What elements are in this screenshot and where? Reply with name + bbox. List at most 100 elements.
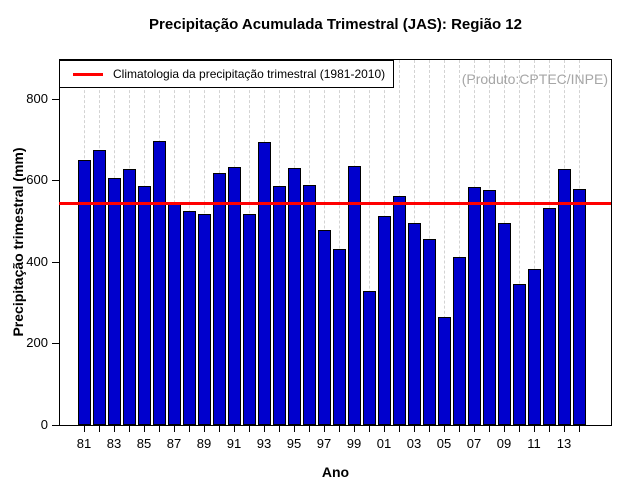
x-tick-02: [399, 426, 400, 432]
x-tick-99: [354, 426, 355, 432]
chart-title: Precipitação Acumulada Trimestral (JAS):…: [149, 16, 522, 33]
x-tick-label-97: 97: [316, 436, 332, 451]
bar-87: [168, 201, 181, 425]
y-tick-400: [52, 262, 59, 263]
bar-98: [333, 248, 346, 425]
bar-99: [348, 166, 361, 425]
bar-05: [438, 316, 451, 425]
bar-85: [138, 186, 151, 425]
x-tick-08: [489, 426, 490, 432]
x-tick-14: [579, 426, 580, 432]
y-tick-label-600: 600: [26, 172, 48, 187]
x-tick-98: [339, 426, 340, 432]
y-tick-label-800: 800: [26, 91, 48, 106]
legend: Climatologia da precipitação trimestral …: [59, 60, 394, 88]
x-tick-label-09: 09: [496, 436, 512, 451]
bar-93: [258, 141, 271, 425]
x-tick-90: [219, 426, 220, 432]
bar-95: [288, 168, 301, 425]
x-tick-91: [234, 426, 235, 432]
bar-08: [483, 190, 496, 425]
bar-81: [78, 160, 91, 425]
y-tick-600: [52, 180, 59, 181]
x-tick-label-11: 11: [527, 436, 541, 451]
bar-89: [198, 213, 211, 425]
x-tick-04: [429, 426, 430, 432]
bar-06: [453, 257, 466, 425]
x-axis-title: Ano: [321, 464, 350, 480]
x-tick-06: [459, 426, 460, 432]
legend-label: Climatologia da precipitação trimestral …: [113, 67, 386, 81]
x-tick-label-99: 99: [346, 436, 362, 451]
y-tick-0: [52, 425, 59, 426]
bar-91: [228, 167, 241, 425]
bar-09: [498, 222, 511, 425]
x-tick-13: [564, 426, 565, 432]
bar-88: [183, 210, 196, 425]
bar-04: [423, 239, 436, 425]
y-tick-label-0: 0: [40, 417, 48, 432]
bar-83: [108, 177, 121, 425]
x-tick-label-91: 91: [226, 436, 242, 451]
x-tick-03: [414, 426, 415, 432]
x-tick-05: [444, 426, 445, 432]
x-tick-86: [159, 426, 160, 432]
x-tick-label-87: 87: [166, 436, 182, 451]
gridline-05: [444, 60, 445, 424]
gridline-11: [534, 60, 535, 424]
product-annotation: (Produto:CPTEC/INPE): [461, 71, 608, 87]
x-tick-07: [474, 426, 475, 432]
x-tick-label-85: 85: [136, 436, 152, 451]
bar-90: [213, 173, 226, 425]
bar-94: [273, 186, 286, 425]
x-tick-label-81: 81: [76, 436, 92, 451]
bar-92: [243, 213, 256, 425]
gridline-06: [459, 60, 460, 424]
x-tick-label-07: 07: [466, 436, 482, 451]
climatology-line: [59, 202, 611, 205]
x-tick-label-01: 01: [376, 436, 392, 451]
y-tick-800: [52, 99, 59, 100]
x-tick-00: [369, 426, 370, 432]
bar-96: [303, 184, 316, 425]
x-tick-84: [129, 426, 130, 432]
y-tick-label-400: 400: [26, 254, 48, 269]
bar-82: [93, 149, 106, 425]
x-tick-01: [384, 426, 385, 432]
x-tick-label-13: 13: [556, 436, 572, 451]
x-tick-label-83: 83: [106, 436, 122, 451]
bar-00: [363, 291, 376, 425]
bar-10: [513, 284, 526, 425]
x-tick-label-89: 89: [196, 436, 212, 451]
x-tick-95: [294, 426, 295, 432]
bar-86: [153, 140, 166, 425]
bar-02: [393, 195, 406, 425]
x-tick-09: [504, 426, 505, 432]
gridline-10: [519, 60, 520, 424]
x-tick-83: [114, 426, 115, 432]
x-tick-89: [204, 426, 205, 432]
bar-01: [378, 215, 391, 425]
bar-14: [573, 189, 586, 425]
bar-13: [558, 169, 571, 425]
x-tick-96: [309, 426, 310, 432]
x-tick-92: [249, 426, 250, 432]
y-tick-label-200: 200: [26, 335, 48, 350]
x-tick-88: [189, 426, 190, 432]
x-tick-82: [99, 426, 100, 432]
bar-84: [123, 169, 136, 425]
gridline-00: [369, 60, 370, 424]
x-tick-label-93: 93: [256, 436, 272, 451]
x-tick-97: [324, 426, 325, 432]
x-tick-11: [534, 426, 535, 432]
x-tick-81: [84, 426, 85, 432]
bar-03: [408, 223, 421, 425]
bar-11: [528, 268, 541, 425]
x-tick-94: [279, 426, 280, 432]
x-tick-label-03: 03: [406, 436, 422, 451]
legend-climatology-line-swatch: [73, 72, 103, 76]
x-tick-10: [519, 426, 520, 432]
x-tick-85: [144, 426, 145, 432]
bar-97: [318, 230, 331, 425]
